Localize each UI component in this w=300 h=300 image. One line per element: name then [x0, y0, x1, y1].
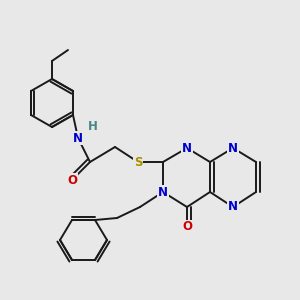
Text: H: H [88, 119, 98, 133]
Text: N: N [228, 200, 238, 214]
Text: N: N [228, 142, 238, 154]
Text: N: N [182, 142, 192, 154]
Text: O: O [67, 173, 77, 187]
Text: N: N [73, 131, 83, 145]
Text: S: S [134, 155, 142, 169]
Text: O: O [182, 220, 192, 233]
Text: N: N [158, 185, 168, 199]
